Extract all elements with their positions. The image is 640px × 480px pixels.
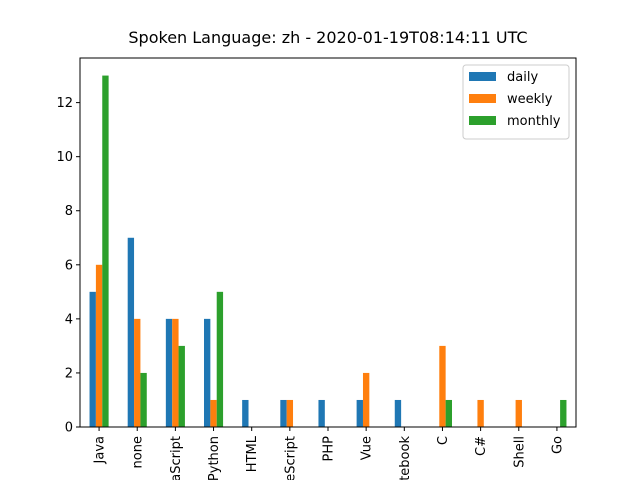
x-tick-label: Go bbox=[550, 436, 565, 454]
bar bbox=[477, 399, 484, 427]
x-tick-label: Python bbox=[207, 436, 222, 480]
x-tick-label: none bbox=[131, 436, 146, 468]
x-tick-label: Shell bbox=[512, 436, 527, 468]
y-tick-label: 2 bbox=[65, 366, 73, 381]
x-tick-label: Vue bbox=[360, 436, 375, 460]
bar bbox=[318, 399, 325, 427]
x-tick-label: TypeScript bbox=[283, 436, 298, 480]
plot-frame bbox=[79, 57, 577, 428]
bar bbox=[89, 291, 96, 427]
bar bbox=[102, 75, 109, 428]
chart-title: Spoken Language: zh - 2020-01-19T08:14:1… bbox=[128, 28, 527, 47]
bar bbox=[439, 345, 446, 427]
bar bbox=[286, 399, 294, 427]
bar bbox=[280, 399, 287, 427]
bar bbox=[216, 291, 224, 427]
legend-label: monthly bbox=[507, 114, 561, 129]
bar bbox=[172, 318, 179, 427]
bar bbox=[140, 372, 147, 427]
legend-label: daily bbox=[507, 70, 538, 85]
y-tick-label: 12 bbox=[56, 96, 73, 111]
x-tick-label: C# bbox=[474, 436, 489, 456]
legend-label: weekly bbox=[507, 92, 553, 107]
y-tick-label: 6 bbox=[65, 258, 73, 273]
x-tick-label: PHP bbox=[322, 436, 337, 462]
bar bbox=[134, 318, 141, 427]
x-tick-label: Jupyter Notebook bbox=[398, 436, 413, 480]
legend-swatch bbox=[469, 116, 496, 125]
legend-swatch bbox=[469, 94, 496, 103]
bar bbox=[394, 399, 402, 427]
bar bbox=[515, 399, 522, 427]
x-tick-label: C bbox=[436, 436, 451, 445]
bar bbox=[362, 372, 370, 427]
bar bbox=[127, 237, 135, 427]
bar bbox=[560, 399, 567, 427]
bar bbox=[204, 318, 211, 427]
bar bbox=[242, 399, 249, 427]
bar bbox=[165, 318, 173, 427]
bar bbox=[356, 399, 363, 427]
x-tick-label: JavaScript bbox=[169, 436, 184, 480]
y-tick-label: 8 bbox=[65, 204, 73, 219]
bar bbox=[95, 264, 103, 427]
legend: daily weekly monthly bbox=[462, 64, 570, 140]
legend-swatch bbox=[469, 72, 496, 81]
bar bbox=[178, 345, 185, 427]
y-tick-label: 10 bbox=[56, 150, 73, 165]
bar bbox=[445, 399, 452, 427]
y-tick-label: 0 bbox=[65, 421, 73, 436]
x-tick-label: HTML bbox=[245, 435, 260, 472]
x-tick-label: Java bbox=[93, 436, 108, 464]
bar bbox=[210, 399, 217, 427]
y-tick-label: 4 bbox=[65, 312, 73, 327]
